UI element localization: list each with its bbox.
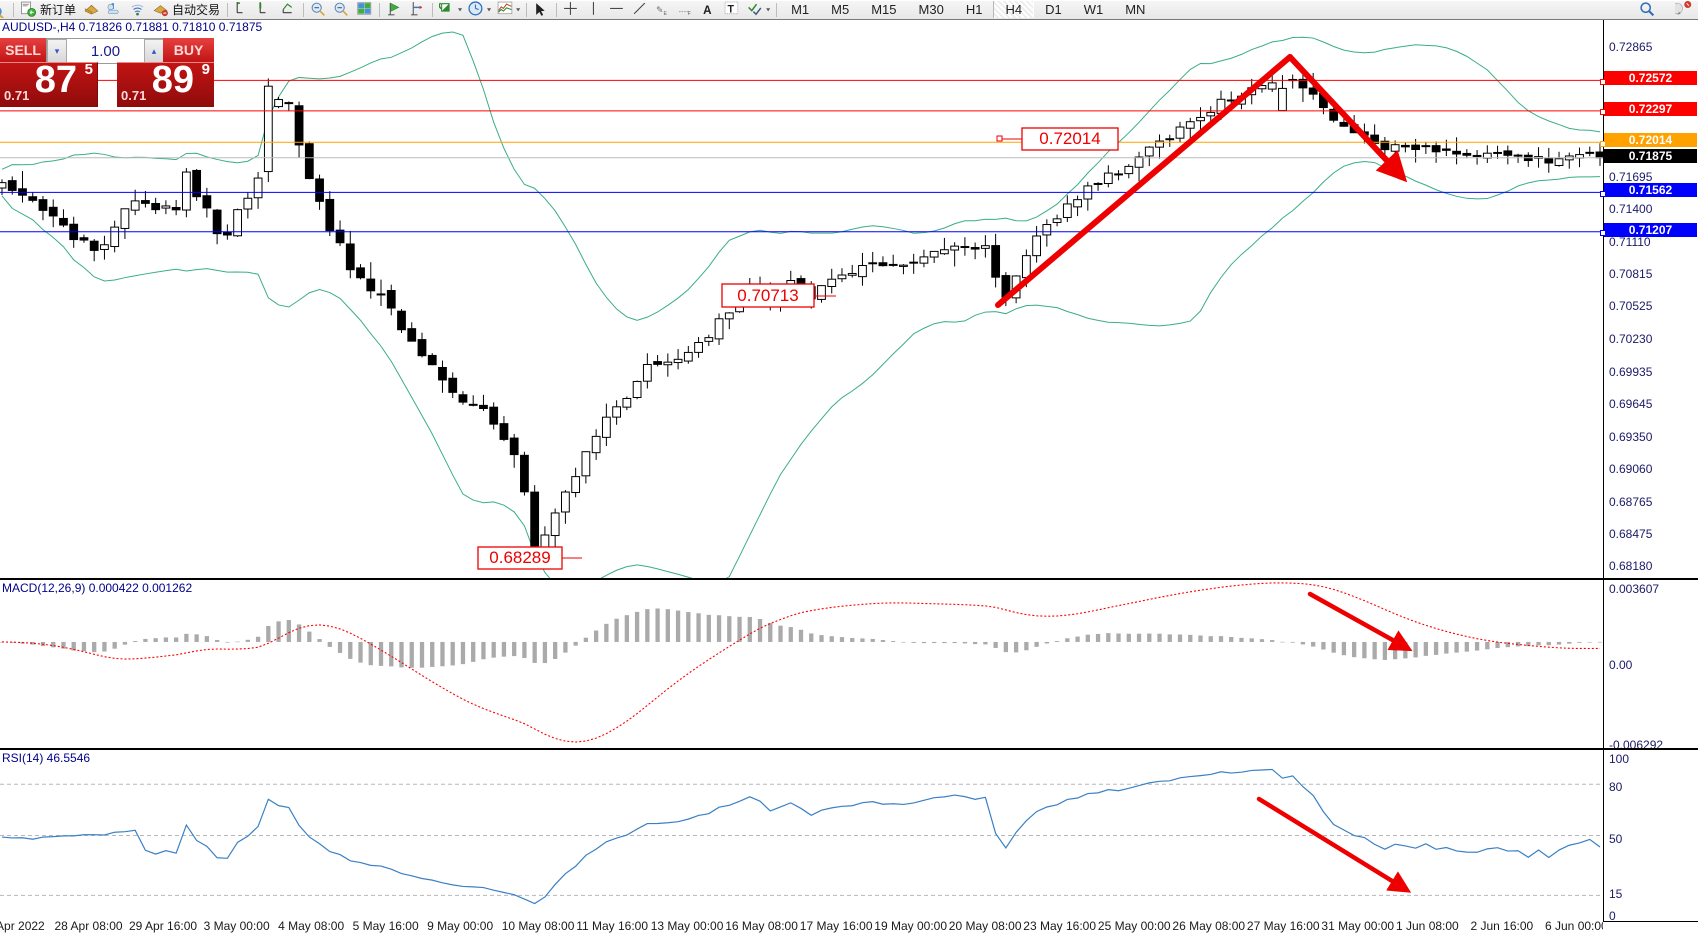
svg-text:E: E (664, 11, 668, 17)
svg-text:T: T (728, 4, 735, 16)
svg-text:A: A (703, 4, 712, 17)
svg-text:F: F (688, 11, 692, 17)
svg-text:✎: ✎ (656, 5, 663, 15)
